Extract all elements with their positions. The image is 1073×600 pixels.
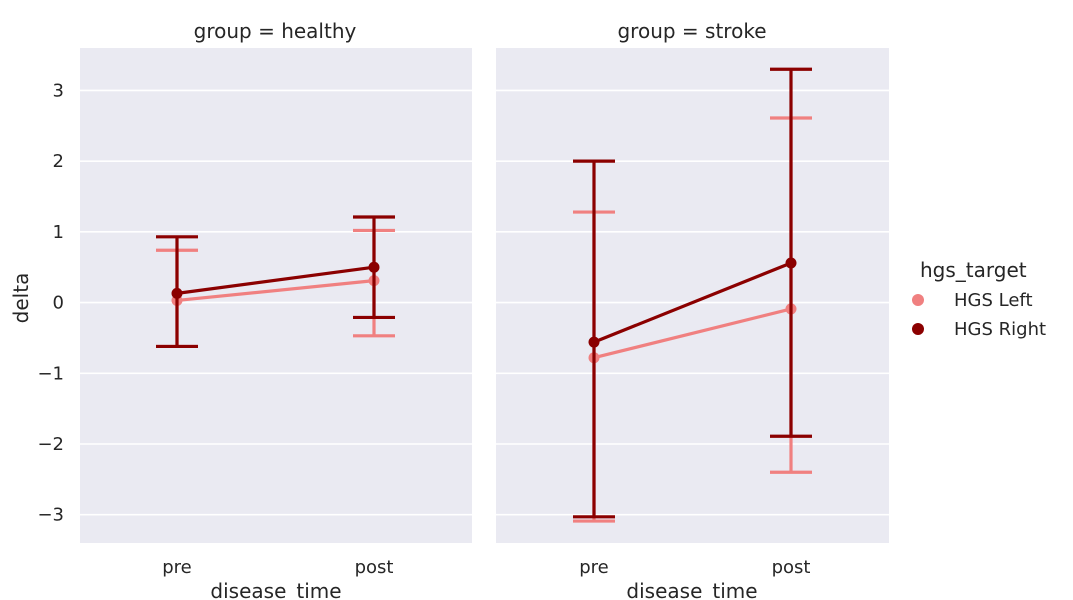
y-tick-label: 2 xyxy=(53,151,64,172)
data-point xyxy=(588,336,600,348)
data-series xyxy=(156,67,812,523)
series-hgs-right xyxy=(573,67,812,519)
legend-label-hgs-right: HGS Right xyxy=(954,319,1046,340)
legend-title: hgs_target xyxy=(920,258,1027,282)
panel-background-stroke xyxy=(496,48,889,543)
y-tick-label: 3 xyxy=(53,80,64,101)
y-tick-label: 1 xyxy=(53,222,64,243)
series-line xyxy=(593,307,792,360)
data-point xyxy=(171,287,183,299)
series-line xyxy=(176,279,375,303)
legend-marker-hgs-left xyxy=(912,294,924,306)
facet-title-healthy: group = healthy xyxy=(194,19,357,43)
y-tick-label: −1 xyxy=(37,363,64,384)
legend-label-hgs-left: HGS Left xyxy=(954,290,1033,311)
y-tick-label: −2 xyxy=(37,434,64,455)
legend: hgs_target HGS Left HGS Right xyxy=(912,258,1046,340)
series-line xyxy=(593,261,792,344)
x-tick-label: pre xyxy=(579,557,609,578)
data-point xyxy=(785,257,797,269)
y-tick-label: −3 xyxy=(37,505,64,526)
x-axis-label-stroke: disease_time xyxy=(626,579,757,600)
legend-marker-hgs-right xyxy=(912,323,924,335)
series-line xyxy=(176,265,375,295)
y-tick-labels: −3 −2 −1 0 1 2 3 xyxy=(37,80,64,525)
x-tick-label: post xyxy=(772,557,811,578)
y-tick-label: 0 xyxy=(53,293,64,314)
panel-background-healthy xyxy=(80,48,472,543)
data-point xyxy=(368,261,380,273)
x-axis-label-healthy: disease_time xyxy=(210,579,341,600)
grid-lines xyxy=(80,89,889,516)
x-tick-label: pre xyxy=(162,557,192,578)
facet-title-stroke: group = stroke xyxy=(617,19,766,43)
y-axis-label: delta xyxy=(9,273,33,324)
x-tick-labels: pre post pre post xyxy=(162,557,810,578)
x-tick-label: post xyxy=(355,557,394,578)
series-hgs-right xyxy=(156,215,395,349)
